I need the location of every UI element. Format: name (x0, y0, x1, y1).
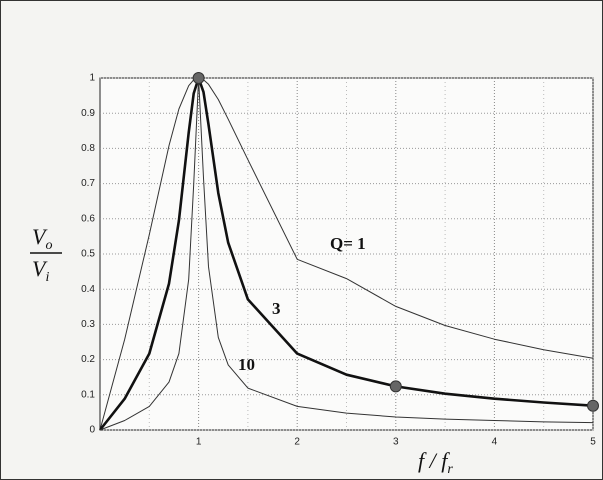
axis-label-sub: o (45, 238, 52, 253)
axis-label-sub: i (45, 270, 49, 285)
y-tick-label: 1 (89, 73, 95, 84)
y-tick-label: 0.5 (81, 249, 95, 260)
y-tick-label: 0.8 (81, 143, 95, 154)
curve (99, 77, 594, 431)
y-tick-label: 0.6 (81, 213, 95, 224)
x-tick-label: 1 (196, 437, 202, 448)
axis-label-base: f / f (418, 448, 450, 473)
curve-label: Q= 1 (330, 234, 366, 253)
curve-label: 10 (238, 355, 255, 374)
axis-label-base: V (32, 256, 48, 281)
axis-label: f / fr (418, 448, 453, 477)
y-tick-label: 0 (89, 425, 95, 436)
point-marker (192, 72, 205, 84)
y-tick-label: 0.3 (81, 319, 95, 330)
curve-label: 3 (272, 299, 281, 318)
axis-label-base: V (32, 224, 48, 249)
axis-label: Vo (32, 224, 52, 253)
axis-label: Vi (32, 256, 49, 285)
x-tick-label: 2 (294, 437, 300, 448)
curve (98, 76, 594, 431)
y-tick-label: 0.2 (81, 354, 95, 365)
y-tick-label: 0.1 (81, 389, 95, 400)
axis-label-sub: r (447, 462, 453, 477)
x-tick-label: 3 (393, 437, 399, 448)
x-tick-label: 5 (590, 437, 596, 448)
point-marker (587, 399, 599, 412)
point-marker (389, 380, 402, 393)
x-tick-label: 4 (492, 437, 498, 448)
curve (99, 77, 594, 431)
y-tick-label: 0.9 (81, 108, 95, 119)
y-tick-label: 0.7 (81, 178, 95, 189)
y-tick-label: 0.4 (81, 284, 95, 295)
